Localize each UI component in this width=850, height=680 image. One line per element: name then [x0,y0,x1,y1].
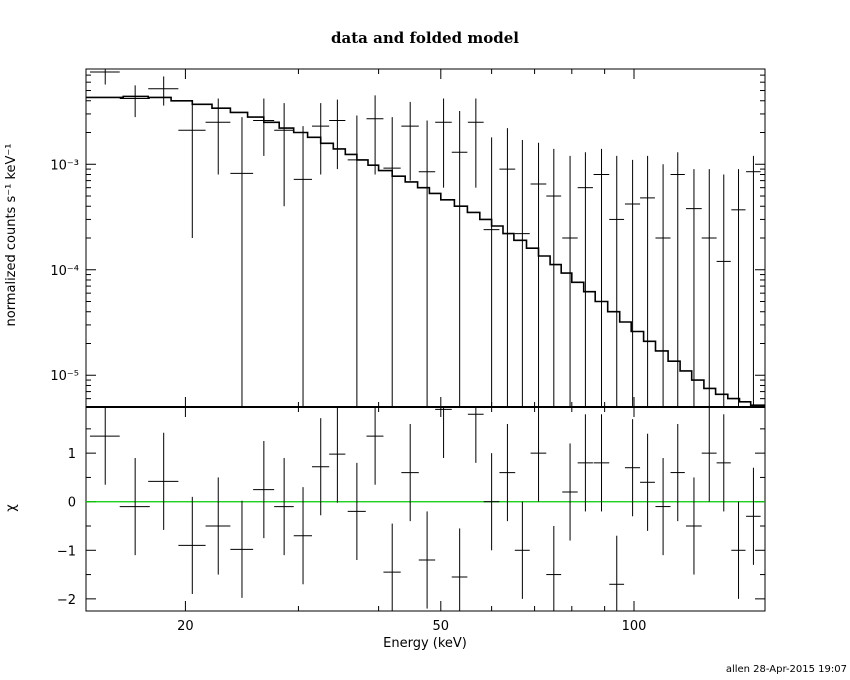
top-y-axis-label: normalized counts s⁻¹ keV⁻¹ [4,144,19,327]
x-tick-label: 50 [433,619,450,634]
bottom-y-axis-label: χ [4,504,19,512]
top-y-tick-label: 10⁻³ [50,158,79,173]
bottom-y-tick-label: −1 [57,544,76,559]
x-axis-label: Energy (keV) [383,636,467,651]
top-y-tick-label: 10⁻⁵ [50,369,79,384]
chart-title: data and folded model [331,29,519,47]
top-y-tick-label: 10⁻⁴ [50,264,79,279]
footer-stamp: allen 28-Apr-2015 19:07 [726,664,847,675]
x-tick-label: 20 [177,619,194,634]
bottom-y-tick-label: 1 [68,447,76,462]
bottom-y-tick-label: 0 [68,496,76,511]
bottom-y-tick-label: −2 [57,593,76,608]
top-panel: 10⁻⁵ 10⁻⁴ 10⁻³ [50,68,766,408]
x-tick-label: 100 [622,619,647,634]
model-step-line [86,95,765,406]
residual-panel: 20 50 100 −2 −1 0 1 [57,406,766,634]
bottom-frame [85,406,766,612]
